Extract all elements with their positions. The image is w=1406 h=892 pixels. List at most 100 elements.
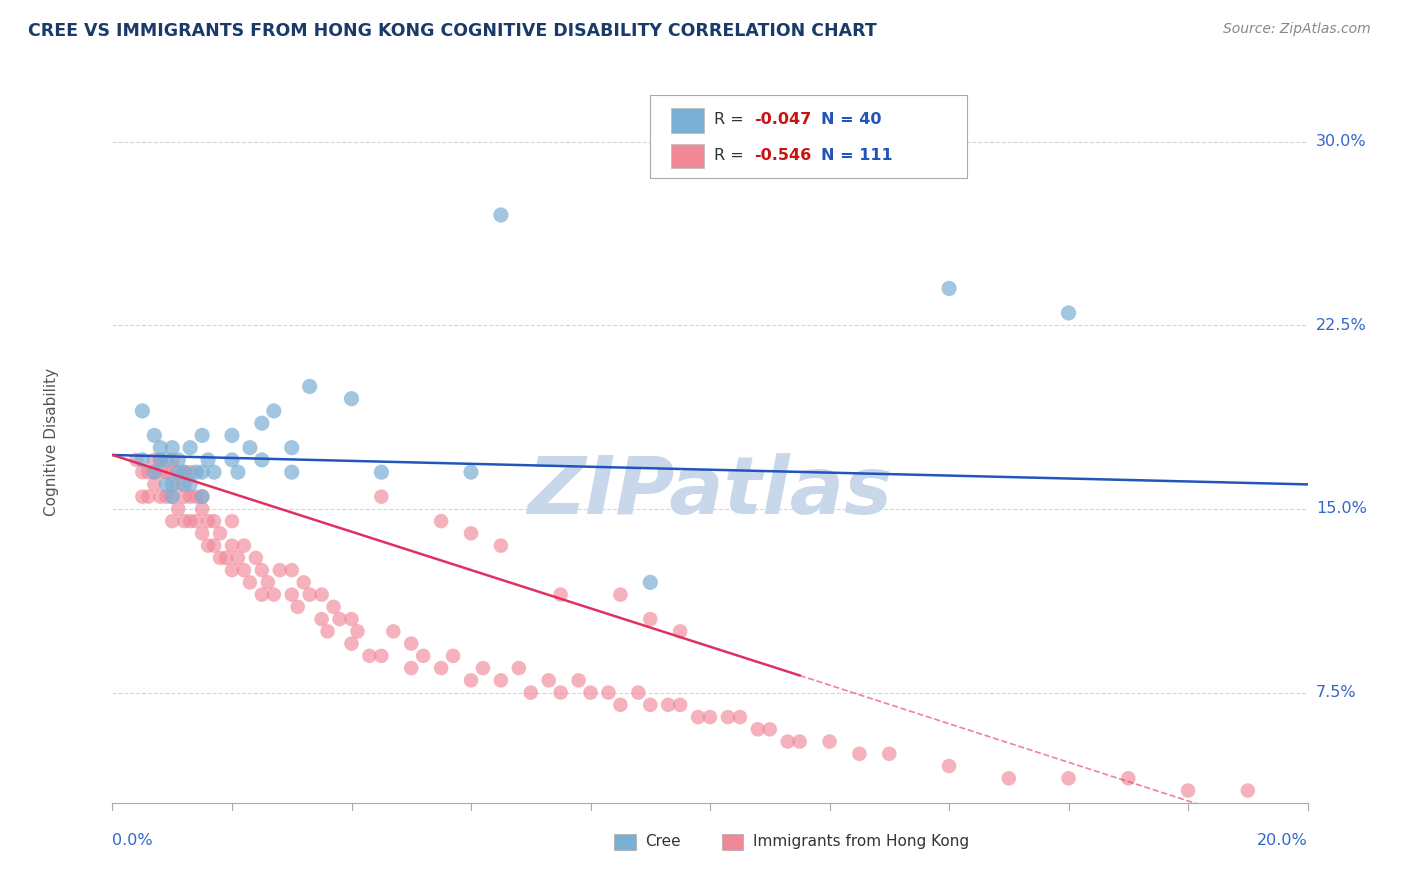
Point <box>209 550 232 565</box>
Point <box>460 673 482 688</box>
Point <box>131 490 153 504</box>
Point <box>138 465 160 479</box>
Point <box>311 588 333 602</box>
Point <box>370 465 392 479</box>
Point <box>155 453 177 467</box>
Point <box>1118 772 1140 786</box>
Point <box>186 465 208 479</box>
Point <box>1237 783 1260 797</box>
Text: R =: R = <box>714 112 748 127</box>
Point <box>155 490 177 504</box>
Point <box>728 710 751 724</box>
Point <box>998 772 1021 786</box>
Point <box>370 490 392 504</box>
Point <box>508 661 530 675</box>
Text: 20.0%: 20.0% <box>1257 833 1308 848</box>
Point <box>550 685 572 699</box>
Point <box>489 208 512 222</box>
Point <box>747 723 769 737</box>
Point <box>329 612 352 626</box>
Text: 30.0%: 30.0% <box>1316 134 1367 149</box>
Point <box>221 563 243 577</box>
Point <box>221 453 243 467</box>
Point <box>699 710 721 724</box>
Point <box>167 453 190 467</box>
Text: N = 40: N = 40 <box>821 112 882 127</box>
Point <box>818 734 841 748</box>
FancyBboxPatch shape <box>651 95 967 178</box>
Point <box>316 624 339 639</box>
Point <box>263 588 285 602</box>
Point <box>340 392 363 406</box>
Point <box>879 747 901 761</box>
Text: Cree: Cree <box>645 834 681 849</box>
Text: ZIPatlas: ZIPatlas <box>527 453 893 531</box>
Point <box>167 477 190 491</box>
Point <box>269 563 291 577</box>
FancyBboxPatch shape <box>671 144 704 169</box>
Text: Source: ZipAtlas.com: Source: ZipAtlas.com <box>1223 22 1371 37</box>
FancyBboxPatch shape <box>723 834 744 850</box>
Point <box>149 465 172 479</box>
Point <box>250 563 273 577</box>
Point <box>191 428 214 442</box>
Point <box>143 465 166 479</box>
Point <box>162 490 183 504</box>
Point <box>472 661 495 675</box>
Point <box>233 563 256 577</box>
Point <box>776 734 799 748</box>
Point <box>138 490 160 504</box>
Point <box>162 441 183 455</box>
Text: Immigrants from Hong Kong: Immigrants from Hong Kong <box>754 834 969 849</box>
Text: N = 111: N = 111 <box>821 148 893 162</box>
Point <box>346 624 368 639</box>
Point <box>598 685 620 699</box>
Point <box>173 490 195 504</box>
Point <box>179 490 201 504</box>
Point <box>149 490 172 504</box>
Point <box>281 588 304 602</box>
Point <box>221 428 243 442</box>
Point <box>162 465 183 479</box>
Point <box>143 453 166 467</box>
Point <box>263 404 285 418</box>
Point <box>340 612 363 626</box>
Point <box>640 575 662 590</box>
Point <box>938 759 960 773</box>
Point <box>239 441 262 455</box>
Point <box>281 465 304 479</box>
Point <box>197 539 219 553</box>
Point <box>173 465 195 479</box>
Point <box>162 514 183 528</box>
Point <box>550 588 572 602</box>
Point <box>179 441 201 455</box>
Point <box>215 550 238 565</box>
Point <box>401 661 423 675</box>
Point <box>197 453 219 467</box>
Point <box>848 747 870 761</box>
Text: 22.5%: 22.5% <box>1316 318 1367 333</box>
Point <box>131 465 153 479</box>
Point <box>568 673 591 688</box>
Point <box>179 465 201 479</box>
Text: CREE VS IMMIGRANTS FROM HONG KONG COGNITIVE DISABILITY CORRELATION CHART: CREE VS IMMIGRANTS FROM HONG KONG COGNIT… <box>28 22 877 40</box>
Point <box>155 465 177 479</box>
Point <box>191 526 214 541</box>
Point <box>143 428 166 442</box>
Point <box>143 477 166 491</box>
Point <box>938 281 960 295</box>
Point <box>340 637 363 651</box>
Point <box>221 514 243 528</box>
Point <box>143 465 166 479</box>
Point <box>191 490 214 504</box>
Point <box>173 514 195 528</box>
Point <box>640 612 662 626</box>
Point <box>281 563 304 577</box>
Point <box>669 624 692 639</box>
Point <box>1177 783 1199 797</box>
Point <box>287 599 309 614</box>
Point <box>657 698 679 712</box>
Point <box>489 539 512 553</box>
Point <box>382 624 405 639</box>
Point <box>179 514 201 528</box>
